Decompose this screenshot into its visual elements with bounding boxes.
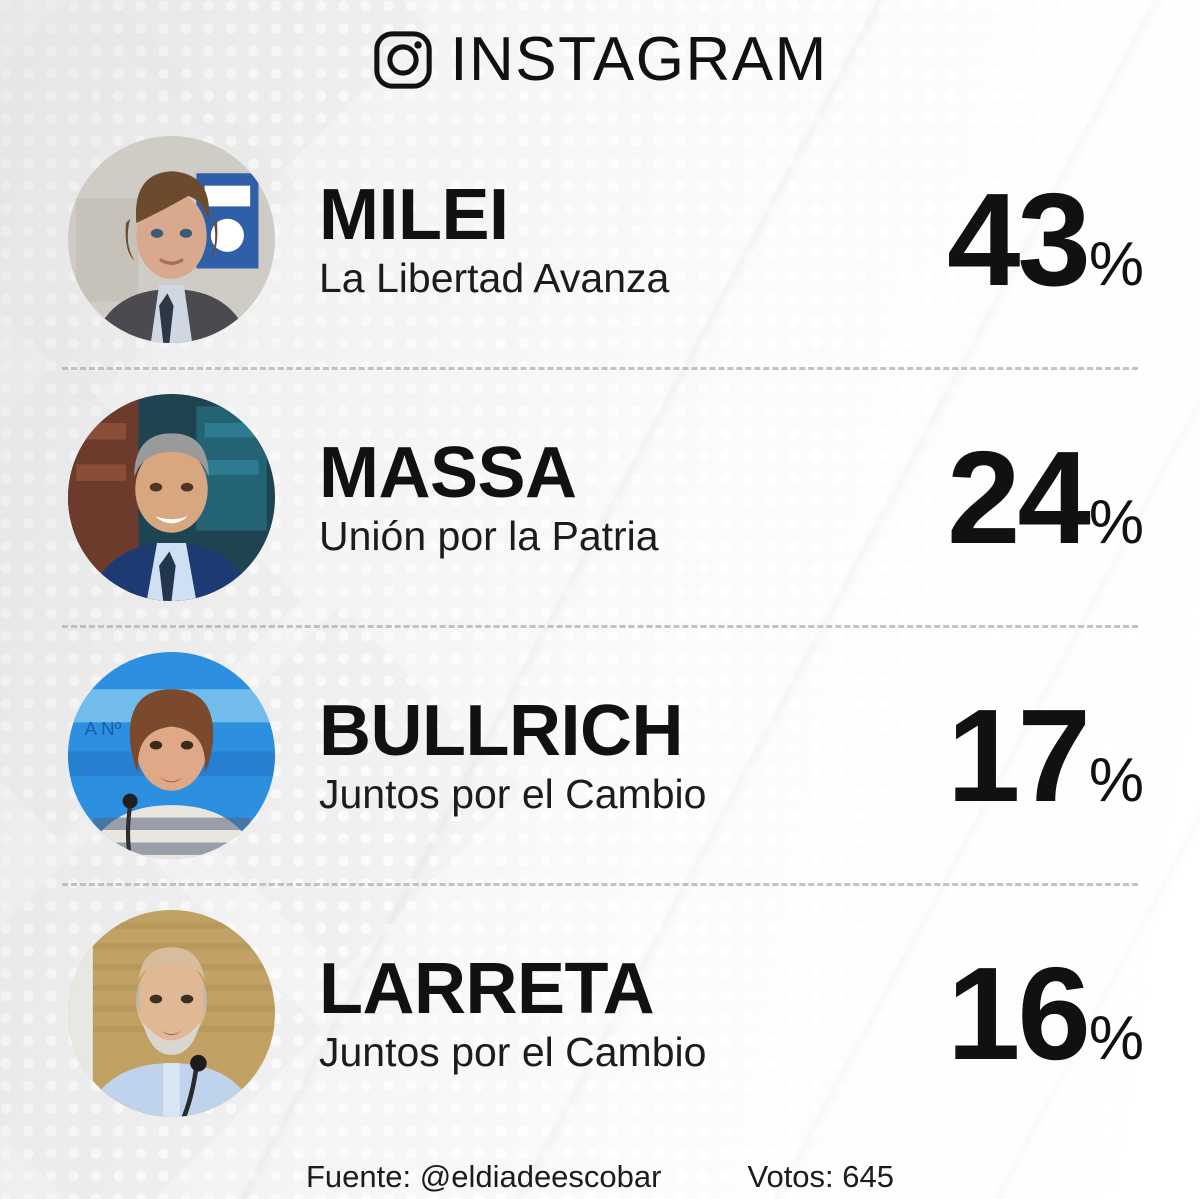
- candidate-name: BULLRICH: [319, 690, 683, 771]
- candidate-name: LARRETA: [319, 948, 655, 1029]
- svg-text:A Nº: A Nº: [85, 718, 122, 739]
- percent-sign: %: [1088, 229, 1144, 299]
- percent-sign: %: [1088, 487, 1144, 557]
- portrait-bullrich: A Nº: [68, 652, 275, 859]
- source-label: Fuente: @eldiadeescobar: [306, 1159, 662, 1194]
- candidate-party: Unión por la Patria: [319, 512, 659, 559]
- poll-results-list: MILEI La Libertad Avanza 43 %: [0, 112, 1200, 1141]
- votes-label: Votos: 645: [747, 1159, 894, 1194]
- percent-sign: %: [1088, 745, 1144, 815]
- poll-row-massa: MASSA Unión por la Patria 24 %: [0, 370, 1200, 625]
- candidate-party: Juntos por el Cambio: [319, 770, 707, 817]
- platform-title: INSTAGRAM: [450, 25, 828, 94]
- percentage-value: 24: [947, 423, 1091, 571]
- candidate-party: Juntos por el Cambio: [319, 1028, 707, 1075]
- candidate-party: La Libertad Avanza: [319, 254, 670, 301]
- candidate-info-milei: MILEI La Libertad Avanza: [275, 179, 947, 300]
- percent-sign: %: [1088, 1003, 1144, 1073]
- poll-row-milei: MILEI La Libertad Avanza 43 %: [0, 112, 1200, 367]
- percentage-value: 16: [947, 939, 1091, 1087]
- percentage-value: 17: [947, 681, 1091, 829]
- candidate-name: MASSA: [319, 432, 577, 513]
- header: INSTAGRAM: [0, 0, 1200, 112]
- candidate-info-larreta: LARRETA Juntos por el Cambio: [275, 953, 947, 1074]
- portrait-milei: [68, 136, 275, 343]
- portrait-larreta: [68, 910, 275, 1117]
- instagram-icon: [372, 29, 434, 91]
- poll-row-larreta: LARRETA Juntos por el Cambio 16 %: [0, 886, 1200, 1141]
- candidate-percentage-massa: 24 %: [947, 423, 1144, 571]
- percentage-value: 43: [947, 165, 1091, 313]
- candidate-percentage-larreta: 16 %: [947, 939, 1144, 1087]
- candidate-info-massa: MASSA Unión por la Patria: [275, 437, 947, 558]
- candidate-info-bullrich: BULLRICH Juntos por el Cambio: [275, 695, 947, 816]
- candidate-percentage-bullrich: 17 %: [947, 681, 1144, 829]
- footer: Fuente: @eldiadeescobar Votos: 645: [0, 1141, 1200, 1199]
- poll-row-bullrich: A Nº BULLRICH Juntos: [0, 628, 1200, 883]
- portrait-massa: [68, 394, 275, 601]
- candidate-name: MILEI: [319, 174, 509, 255]
- candidate-percentage-milei: 43 %: [947, 165, 1144, 313]
